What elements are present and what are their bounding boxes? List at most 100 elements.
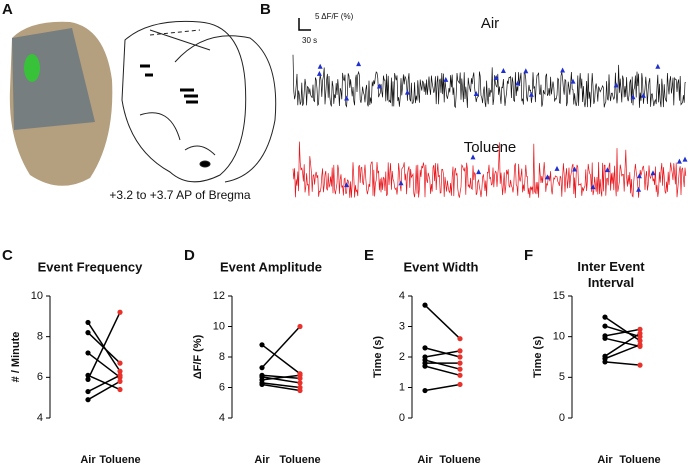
x-tick-label: Toluene: [279, 454, 320, 466]
event-marker: [630, 94, 636, 100]
pair-line: [261, 382, 301, 389]
point: [637, 330, 643, 337]
event-marker: [655, 63, 661, 69]
y-tick-label: 3: [399, 320, 405, 332]
point: [637, 342, 643, 348]
pair-line: [424, 365, 461, 377]
panel-letter: A: [2, 1, 13, 18]
point: [85, 330, 91, 336]
pair-line: [424, 347, 461, 358]
pair-line: [261, 383, 301, 392]
pair-line: [87, 374, 121, 393]
point: [85, 350, 91, 356]
x-tick-label: Toluene: [99, 454, 140, 466]
panel-letter: E: [364, 247, 374, 264]
y-tick-label: 4: [37, 412, 43, 424]
point: [457, 372, 463, 378]
event-marker: [470, 154, 476, 160]
point: [259, 342, 265, 348]
chart-title: Inter Event Interval: [577, 259, 645, 290]
brain-photo: [9, 21, 113, 186]
point: [602, 335, 608, 341]
point: [457, 360, 463, 366]
point: [457, 381, 463, 388]
y-tick-label: 2: [399, 351, 405, 363]
point: [457, 348, 463, 354]
event-marker: [682, 156, 688, 162]
point: [602, 314, 608, 320]
event-marker: [376, 83, 382, 89]
event-marker: [572, 166, 578, 172]
y-axis-label: Time (s): [532, 336, 544, 378]
event-marker: [636, 173, 642, 179]
event-marker: [404, 89, 410, 95]
pair-line: [261, 374, 301, 381]
point: [637, 338, 643, 344]
y-tick-label: 5: [559, 371, 565, 383]
scale-label: 5 ΔF/F (%): [315, 12, 354, 21]
scale-bar: [298, 18, 311, 31]
trace-label: Air: [481, 15, 499, 32]
y-tick-label: 4: [219, 412, 225, 424]
pair-line: [604, 337, 641, 348]
point: [422, 387, 428, 394]
event-marker: [604, 167, 610, 173]
point: [457, 354, 463, 360]
point: [637, 326, 643, 332]
event-marker: [398, 180, 404, 186]
point: [457, 366, 463, 372]
event-marker: [344, 182, 350, 188]
event-marker: [443, 76, 449, 82]
pair-line: [261, 325, 301, 369]
event-marker: [590, 184, 596, 190]
point: [117, 368, 123, 374]
pair-line: [424, 304, 461, 340]
point: [602, 359, 608, 365]
panel-letter: F: [524, 247, 533, 264]
point: [117, 309, 123, 315]
point: [422, 363, 428, 369]
y-tick-label: 1: [399, 381, 405, 393]
pair-line: [604, 344, 641, 360]
pair-line: [604, 325, 641, 338]
event-marker: [523, 68, 529, 74]
pair-line: [261, 344, 301, 375]
pair-line: [87, 380, 121, 401]
y-axis-label: # / Minute: [10, 332, 22, 383]
chart-title: Event Amplitude: [220, 259, 322, 274]
event-marker: [317, 63, 323, 69]
scale-label: 30 s: [302, 36, 317, 45]
point: [457, 336, 463, 342]
caption: +3.2 to +3.7 AP of Bregma: [109, 188, 251, 202]
trace: [292, 141, 687, 199]
pair-line: [261, 374, 301, 380]
event-marker: [636, 186, 642, 192]
event-marker: [676, 158, 682, 164]
y-tick-label: 8: [37, 331, 43, 343]
y-axis-label: Time (s): [372, 336, 384, 378]
y-tick-label: 12: [213, 290, 225, 302]
y-tick-label: 0: [559, 412, 565, 424]
panel-letter: B: [260, 1, 271, 18]
pair-line: [604, 328, 641, 337]
y-tick-label: 4: [399, 290, 405, 302]
y-axis-label: ΔF/F (%): [192, 334, 204, 379]
point: [297, 380, 303, 386]
point: [297, 387, 303, 394]
y-tick-label: 8: [219, 351, 225, 363]
y-tick-label: 15: [553, 290, 565, 302]
pair-line: [87, 352, 121, 378]
event-marker: [544, 174, 550, 180]
event-marker: [316, 70, 322, 76]
pair-line: [424, 383, 461, 392]
point: [259, 365, 265, 371]
x-tick-label: Toluene: [619, 454, 660, 466]
event-marker: [344, 95, 350, 101]
event-marker: [570, 78, 576, 84]
event-marker: [554, 165, 560, 171]
event-marker: [560, 67, 566, 73]
y-tick-label: 0: [399, 412, 405, 424]
y-tick-label: 10: [553, 331, 565, 343]
point: [117, 372, 123, 378]
